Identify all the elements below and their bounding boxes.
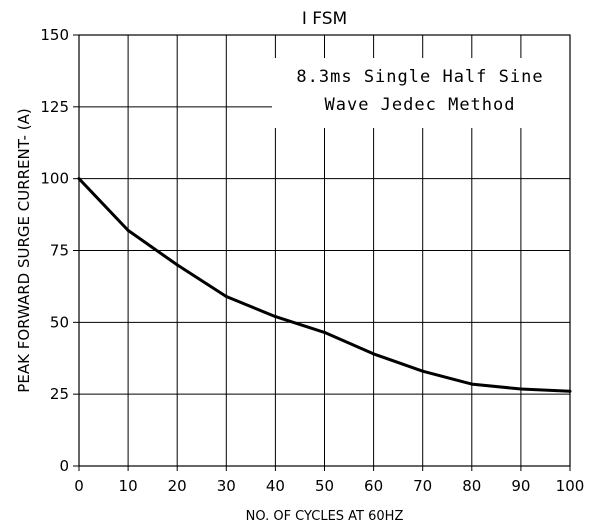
x-tick-label: 20	[168, 477, 187, 495]
x-tick-label: 90	[511, 477, 530, 495]
x-tick-label: 70	[413, 477, 432, 495]
x-tick-label: 10	[119, 477, 138, 495]
data-point	[224, 294, 228, 298]
plot-frame	[78, 34, 571, 467]
x-tick-label: 50	[315, 477, 334, 495]
y-tick-label: 150	[40, 26, 69, 44]
y-tick-label: 125	[40, 98, 69, 116]
y-axis-label: PEAK FORWARD SURGE CURRENT- (A)	[15, 108, 33, 392]
x-tick-label: 100	[556, 477, 585, 495]
y-tick-label: 25	[50, 385, 69, 403]
data-point	[126, 228, 130, 232]
annotation-line-1: 8.3ms Single Half Sine	[296, 67, 543, 87]
x-tick-label: 0	[74, 477, 84, 495]
x-tick-label: 80	[462, 477, 481, 495]
data-point	[372, 352, 376, 356]
data-point	[323, 330, 326, 334]
y-tick-label: 100	[40, 170, 69, 188]
x-tick-label: 30	[217, 477, 236, 495]
annotation-line-2: Wave Jedec Method	[325, 95, 516, 115]
x-axis-label: NO. OF CYCLES AT 60HZ	[246, 509, 404, 524]
data-point	[470, 382, 474, 386]
y-tick-label: 0	[59, 457, 69, 475]
annotation-box	[272, 58, 570, 128]
data-point	[519, 387, 523, 391]
data-point	[175, 263, 179, 267]
tick-labels: 0 10 20 30 40 50 60 70 80 90 100 0 25 50 75 100 125 150	[40, 26, 584, 495]
data-point	[77, 177, 81, 181]
data-point	[568, 389, 572, 393]
y-tick-label: 50	[50, 313, 69, 331]
x-tick-label: 60	[364, 477, 383, 495]
y-tick-label: 75	[50, 242, 69, 260]
data-point	[273, 315, 277, 319]
x-tick-label: 40	[266, 477, 285, 495]
chart-title: I FSM	[302, 9, 347, 29]
data-points	[77, 177, 572, 393]
data-point	[421, 369, 425, 373]
